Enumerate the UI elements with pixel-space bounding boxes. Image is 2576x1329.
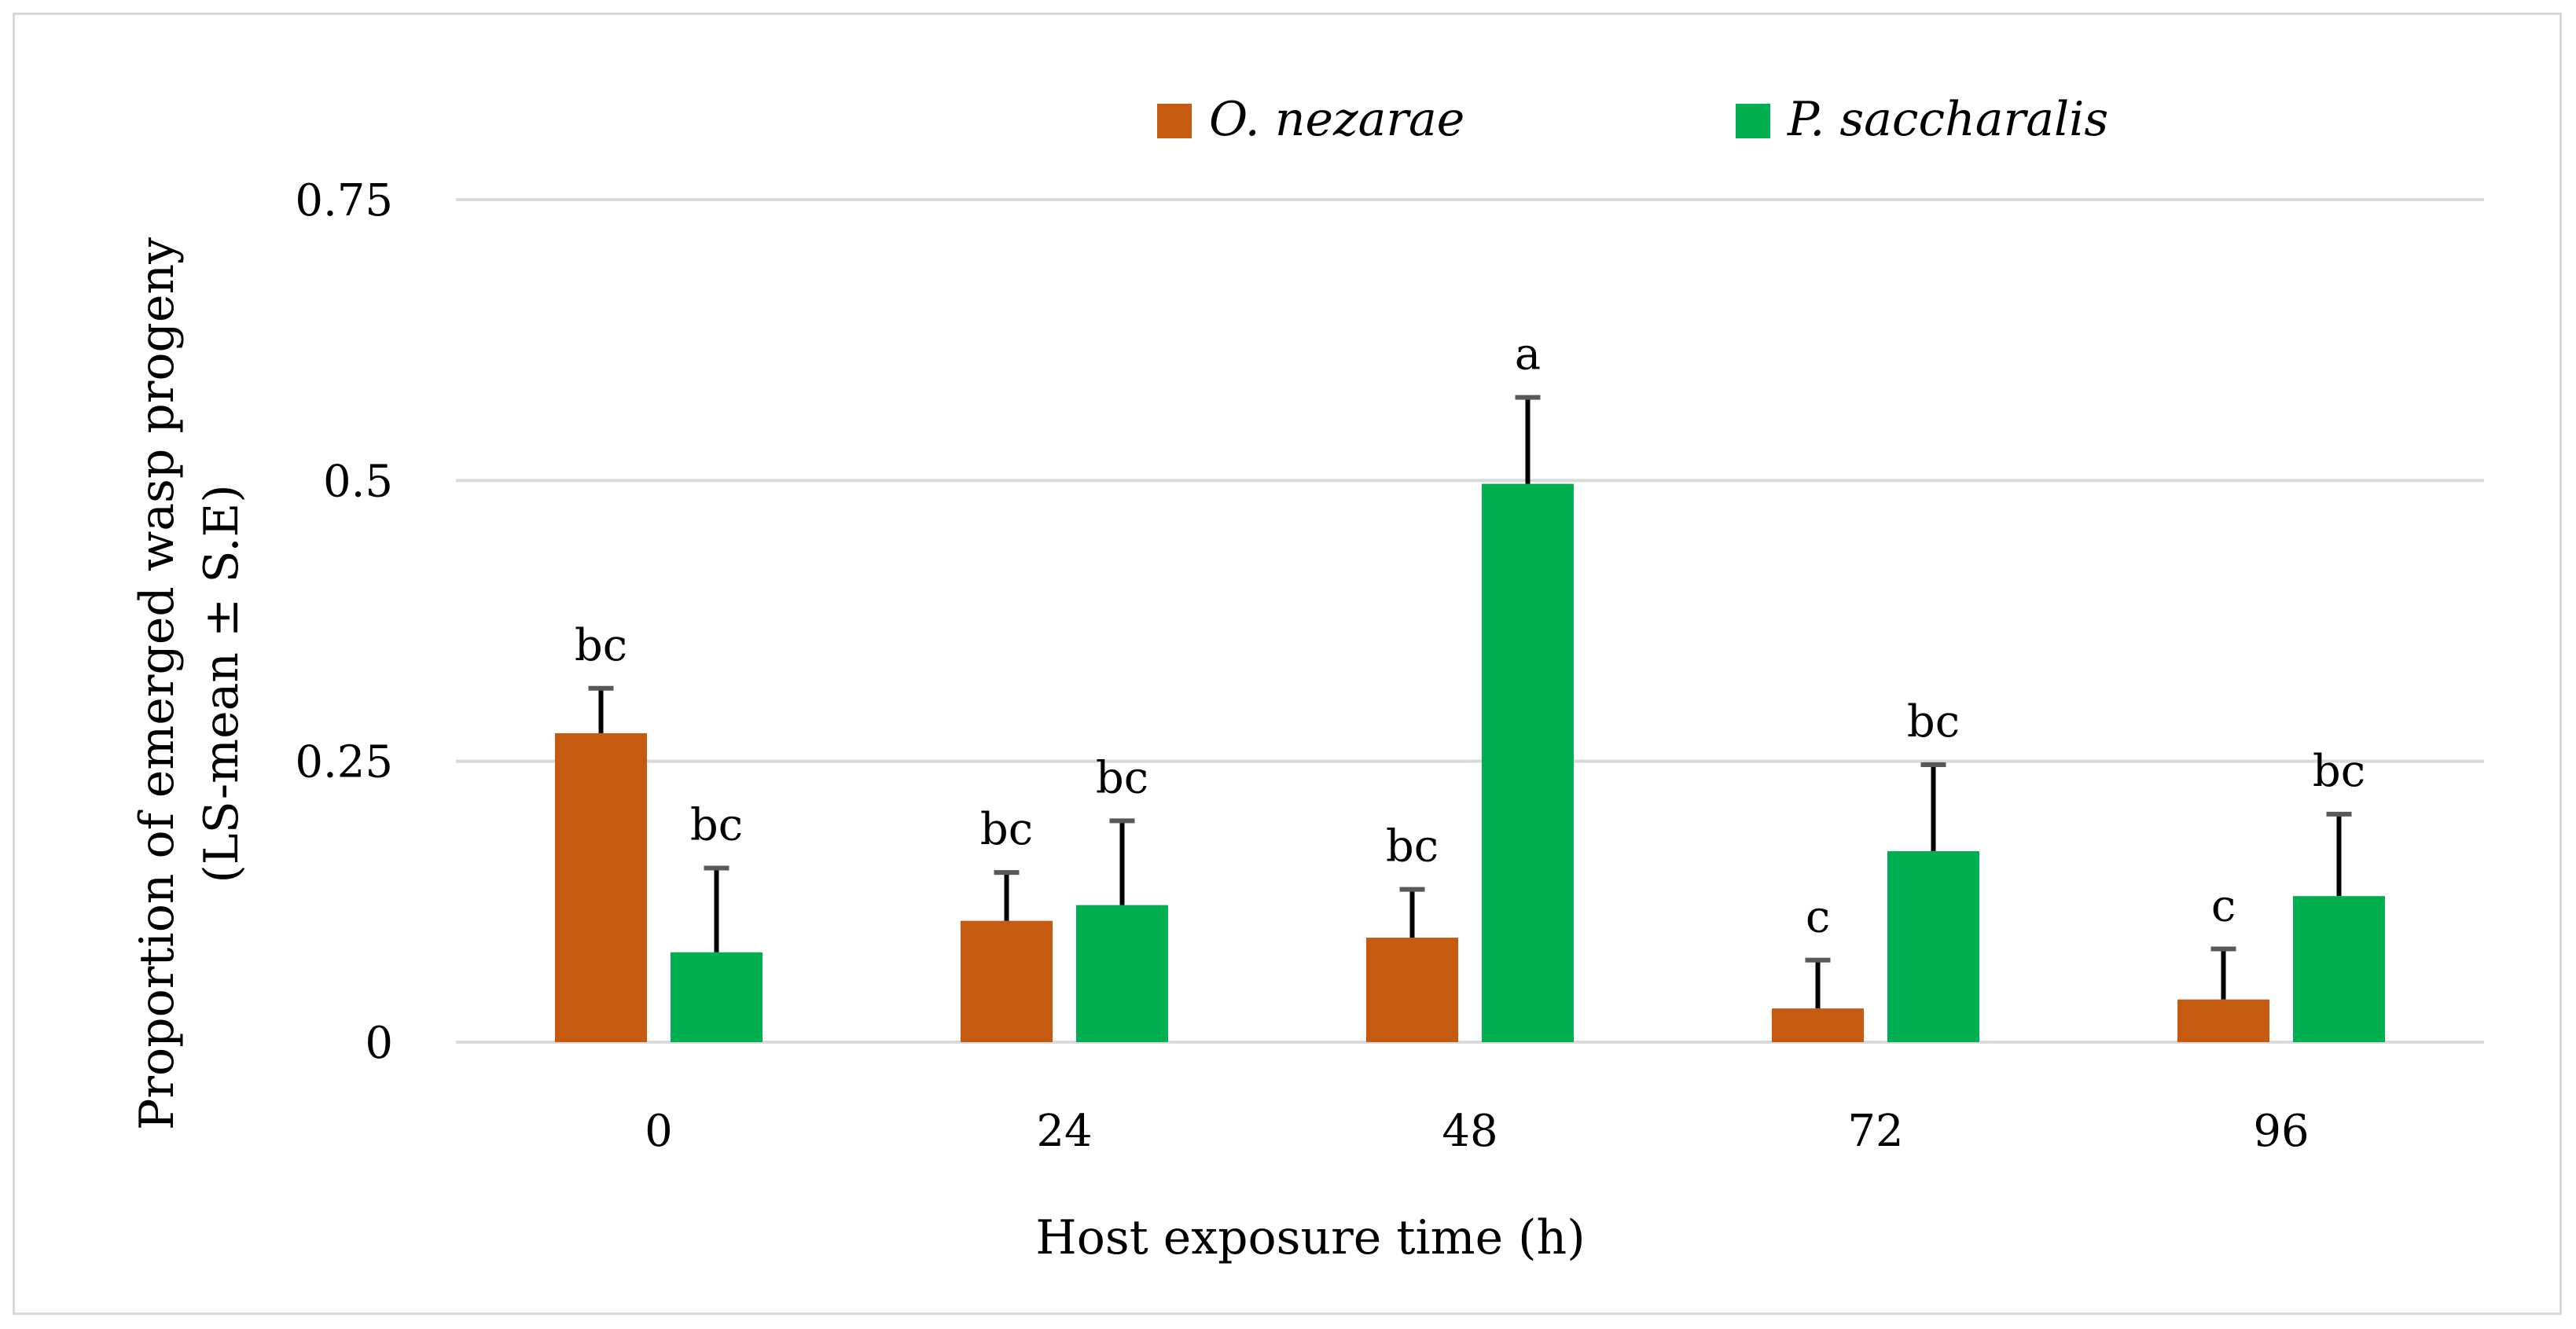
significance-letter: bc xyxy=(1907,696,1960,747)
x-tick-label: 96 xyxy=(2253,1106,2309,1157)
y-axis-title-line2: (LS-mean ± S.E) xyxy=(194,484,249,883)
significance-letter: bc xyxy=(690,799,743,850)
bar xyxy=(1772,1008,1864,1042)
legend-swatch-p-saccharalis xyxy=(1736,104,1770,138)
significance-letter: c xyxy=(2211,880,2236,931)
y-axis-title-line1: Proportion of emerged wasp progeny xyxy=(130,237,185,1130)
x-tick-label: 48 xyxy=(1442,1106,1497,1157)
x-tick-labels: 0 24 48 72 96 xyxy=(645,1106,2309,1157)
bar xyxy=(1887,851,1979,1042)
legend: O. nezarae P. saccharalis xyxy=(1157,92,2108,147)
y-tick-label: 0 xyxy=(365,1018,393,1069)
bar xyxy=(1482,483,1574,1042)
bars xyxy=(555,483,2385,1042)
bar xyxy=(1076,905,1168,1042)
gridlines xyxy=(456,198,2484,1044)
significance-letter: bc xyxy=(575,620,627,671)
significance-letters: bc bc bc bc bc a c bc c bc xyxy=(575,329,2365,943)
significance-letter: bc xyxy=(980,804,1033,855)
y-tick-label: 0.5 xyxy=(323,456,393,507)
bar xyxy=(1366,938,1458,1042)
bar xyxy=(671,952,763,1042)
bar xyxy=(2293,896,2385,1042)
bar xyxy=(555,732,647,1042)
significance-letter: bc xyxy=(1096,752,1148,803)
y-tick-labels: 0 0.25 0.5 0.75 xyxy=(295,175,393,1069)
x-tick-label: 24 xyxy=(1036,1106,1092,1157)
x-tick-label: 72 xyxy=(1847,1106,1903,1157)
legend-swatch-o-nezarae xyxy=(1157,104,1192,138)
significance-letter: bc xyxy=(2313,746,2365,797)
x-axis-title: Host exposure time (h) xyxy=(1035,1210,1585,1265)
x-tick-label: 0 xyxy=(645,1106,673,1157)
significance-letter: a xyxy=(1515,329,1541,380)
significance-letter: c xyxy=(1806,892,1830,943)
error-bars xyxy=(588,395,2352,1009)
legend-label-o-nezarae: O. nezarae xyxy=(1209,92,1464,147)
chart-frame xyxy=(13,13,2562,1315)
bar xyxy=(2177,999,2269,1042)
significance-letter: bc xyxy=(1386,821,1439,872)
bar xyxy=(961,920,1053,1042)
legend-label-p-saccharalis: P. saccharalis xyxy=(1787,92,2108,147)
y-tick-label: 0.75 xyxy=(295,175,393,226)
y-tick-label: 0.25 xyxy=(295,737,393,788)
